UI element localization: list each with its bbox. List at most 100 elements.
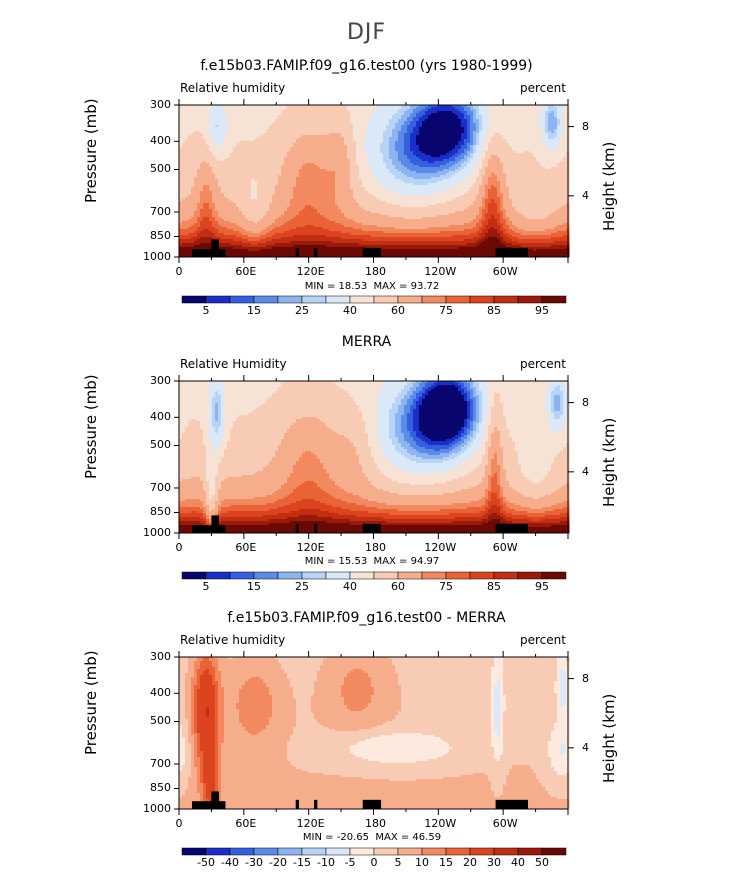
colorbar-1-label: 85 [479, 304, 509, 317]
panel-1-topography [191, 239, 529, 257]
panel-1-xtick-label: 120W [415, 265, 465, 278]
panel-3-minmax: MIN = -20.65 MAX = 46.59 [222, 832, 522, 843]
panel-2-xtick-label: 0 [154, 541, 204, 554]
panel-1-ytick-label: 850 [131, 229, 171, 242]
panel-1-xtick-label: 0 [154, 265, 204, 278]
panel-1-title: f.e15b03.FAMIP.f09_g16.test00 (yrs 1980-… [0, 58, 733, 74]
colorbar-3-label: -10 [311, 856, 341, 869]
panel-2-xtick-label: 120E [286, 541, 336, 554]
panel-1-xtick-label: 120E [286, 265, 336, 278]
colorbar-3-label: 0 [359, 856, 389, 869]
colorbar-3 [181, 847, 567, 856]
panel-3-max-value: 46.59 [412, 832, 441, 843]
panel-1-max-value: 93.72 [411, 281, 440, 292]
panel-1-ytick-label: 400 [131, 134, 171, 147]
panel-3-xtick-label: 120E [286, 817, 336, 830]
colorbar-3-label: -30 [239, 856, 269, 869]
panel-3-xtick-label: 180 [351, 817, 401, 830]
panel-1-ytick-label: 1000 [131, 250, 171, 263]
panel-1-minmax: MIN = 18.53 MAX = 93.72 [222, 281, 522, 292]
panel-2-left-label: Relative Humidity [180, 357, 287, 371]
colorbar-1-label: 25 [287, 304, 317, 317]
colorbar-3-label: -40 [215, 856, 245, 869]
colorbar-3-label: 30 [479, 856, 509, 869]
figure-title: DJF [0, 20, 733, 45]
colorbar-1-label: 75 [431, 304, 461, 317]
panel-3-height-tick-label: 8 [582, 672, 589, 685]
panel-2-ytick-label: 400 [131, 410, 171, 423]
panel-3-ytick-label: 700 [131, 757, 171, 770]
colorbar-1 [181, 295, 567, 304]
colorbar-2-label: 15 [239, 580, 269, 593]
colorbar-3-label: 20 [455, 856, 485, 869]
panel-2-title: MERRA [0, 334, 733, 350]
panel-1-right-label: percent [520, 81, 566, 95]
panel-1-max-label: MAX = [374, 281, 408, 292]
colorbar-2-label: 40 [335, 580, 365, 593]
panel-1-min-label: MIN = [305, 281, 336, 292]
panel-1-ylabel: Pressure (mb) [82, 83, 100, 203]
panel-3-topography [191, 791, 529, 809]
panel-1-ytick-label: 500 [131, 162, 171, 175]
colorbar-3-label: 40 [503, 856, 533, 869]
colorbar-2-label: 5 [191, 580, 221, 593]
panel-2-minmax: MIN = 15.53 MAX = 94.97 [222, 556, 522, 567]
panel-2-ytick-label: 300 [131, 374, 171, 387]
colorbar-1-label: 60 [383, 304, 413, 317]
panel-2-min-label: MIN = [305, 556, 336, 567]
colorbar-2-label: 75 [431, 580, 461, 593]
panel-3-ylabel: Pressure (mb) [82, 635, 100, 755]
panel-3-ytick-label: 500 [131, 714, 171, 727]
panel-1-min-value: 18.53 [339, 281, 368, 292]
colorbar-3-label: -5 [335, 856, 365, 869]
colorbar-3-label: 15 [431, 856, 461, 869]
panel-3-xtick-label: 120W [415, 817, 465, 830]
colorbar-2-label: 95 [527, 580, 557, 593]
panel-3-right-label: percent [520, 633, 566, 647]
panel-1-xtick-label: 60W [480, 265, 530, 278]
panel-3-xtick-label: 0 [154, 817, 204, 830]
colorbar-1-label: 15 [239, 304, 269, 317]
colorbar-3-label: 50 [527, 856, 557, 869]
colorbar-3-label: -20 [263, 856, 293, 869]
panel-2-ytick-label: 500 [131, 438, 171, 451]
colorbar-2-label: 60 [383, 580, 413, 593]
panel-3-min-value: -20.65 [337, 832, 369, 843]
panel-1-ytick-label: 300 [131, 98, 171, 111]
panel-1-right-axis-label: Height (km) [600, 131, 618, 231]
panel-3-ytick-label: 300 [131, 650, 171, 663]
colorbar-2-label: 25 [287, 580, 317, 593]
panel-3-field [179, 657, 570, 810]
panel-2-field [179, 381, 570, 534]
colorbar-1-label: 5 [191, 304, 221, 317]
panel-2-xtick-label: 60W [480, 541, 530, 554]
panel-2-ytick-label: 850 [131, 505, 171, 518]
panel-2-max-label: MAX = [374, 556, 408, 567]
panel-1-xtick-label: 180 [351, 265, 401, 278]
panel-3-xtick-label: 60W [480, 817, 530, 830]
panel-2-right-label: percent [520, 357, 566, 371]
panel-1-ytick-label: 700 [131, 205, 171, 218]
panel-3-right-axis-label: Height (km) [600, 683, 618, 783]
panel-1-xtick-label: 60E [221, 265, 271, 278]
panel-3-height-tick-label: 4 [582, 741, 589, 754]
panel-1-height-tick-label: 4 [582, 189, 589, 202]
panel-3-ytick-label: 850 [131, 781, 171, 794]
colorbar-3-label: 5 [383, 856, 413, 869]
panel-3-max-label: MAX = [375, 832, 409, 843]
panel-2-ytick-label: 1000 [131, 526, 171, 539]
panel-2-xtick-label: 180 [351, 541, 401, 554]
panel-2-height-tick-label: 4 [582, 465, 589, 478]
panel-2-min-value: 15.53 [339, 556, 368, 567]
panel-3-min-label: MIN = [303, 832, 334, 843]
colorbar-3-label: 10 [407, 856, 437, 869]
panel-1-height-tick-label: 8 [582, 120, 589, 133]
colorbar-2 [181, 571, 567, 580]
colorbar-1-label: 95 [527, 304, 557, 317]
panel-3-ytick-label: 400 [131, 686, 171, 699]
panel-3-ytick-label: 1000 [131, 802, 171, 815]
colorbar-3-label: -50 [191, 856, 221, 869]
panel-2-xtick-label: 120W [415, 541, 465, 554]
panel-2-xtick-label: 60E [221, 541, 271, 554]
